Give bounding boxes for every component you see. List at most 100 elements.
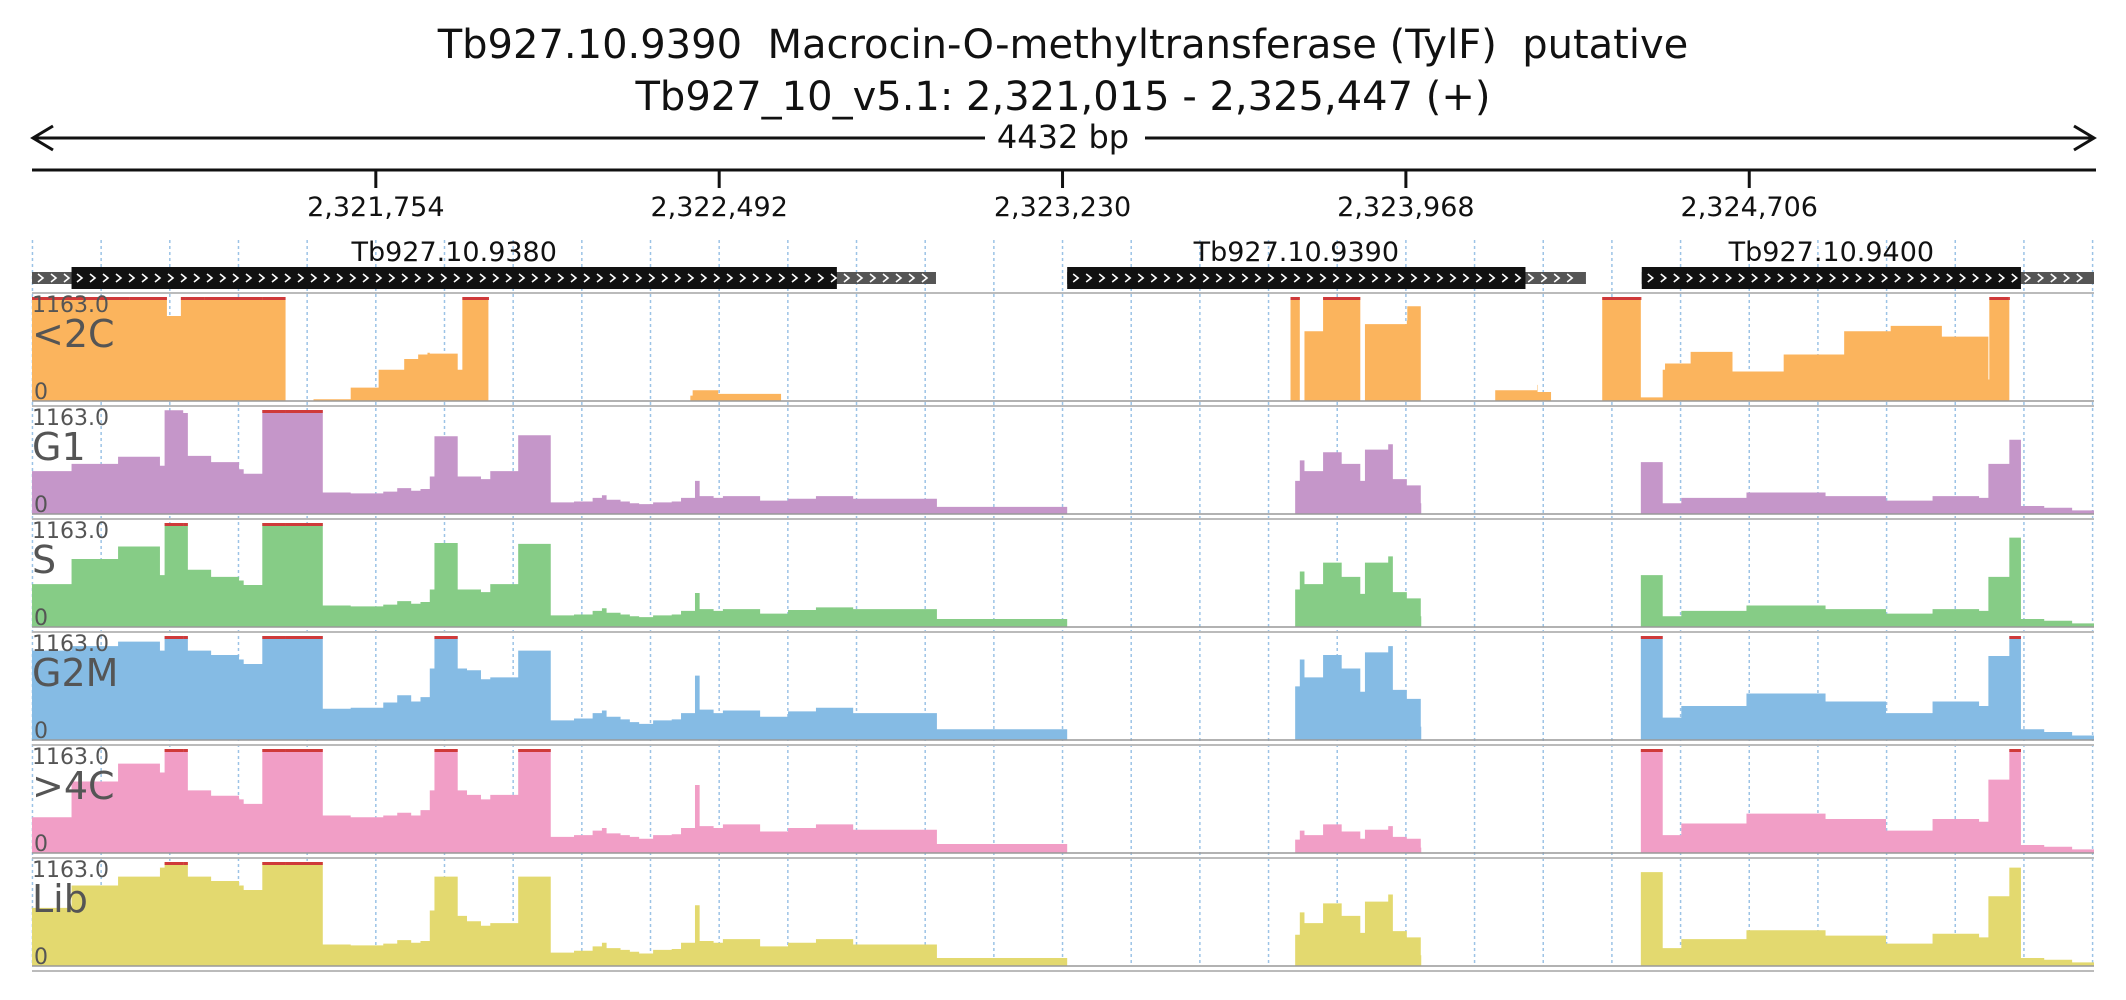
strand-arrow (570, 273, 578, 283)
clip-marker (2009, 636, 2021, 639)
clip-marker (1640, 297, 1642, 300)
tick-label: 2,323,968 (1337, 192, 1474, 223)
strand-arrow (1150, 273, 1158, 283)
strand-arrow (1829, 273, 1837, 283)
tick-label: 2,323,230 (994, 192, 1131, 223)
strand-arrow (1842, 273, 1850, 283)
strand-arrow (882, 273, 890, 283)
strand-arrow (219, 273, 227, 283)
clip-marker (1323, 297, 1351, 300)
strand-arrow (2011, 273, 2019, 283)
clip-marker (1640, 636, 1663, 639)
clip-marker (32, 297, 84, 300)
strand-arrow (518, 273, 526, 283)
clip-marker (285, 862, 323, 865)
track-name-label: <2C (32, 312, 115, 356)
clip-marker (1297, 297, 1300, 300)
strand-arrow (1124, 273, 1132, 283)
strand-arrow (1345, 273, 1353, 283)
clip-marker (185, 297, 205, 300)
gene-track: Tb927.10.9380 Tb927.10.9390 Tb927.10.9400 (32, 237, 2094, 289)
strand-arrow (804, 273, 812, 283)
coverage-area (32, 636, 2094, 740)
track-ymin-label: 0 (34, 945, 48, 970)
strand-arrow (1998, 273, 2006, 283)
gene-label: Tb927.10.9400 (1728, 237, 1934, 268)
strand-arrow (1881, 273, 1889, 283)
strand-arrow (921, 273, 929, 283)
strand-arrow (1228, 273, 1236, 283)
strand-arrow (1764, 273, 1772, 283)
strand-arrow (271, 273, 279, 283)
strand-arrow (622, 273, 630, 283)
strand-arrow (505, 273, 513, 283)
clip-marker (285, 410, 323, 413)
clip-marker (262, 410, 286, 413)
track-ymax-label: 1163.0 (32, 406, 109, 431)
clip-marker (183, 636, 188, 639)
track-ymin-label: 0 (34, 606, 48, 631)
tick-label: 2,324,706 (1681, 192, 1818, 223)
strand-arrow (1751, 273, 1759, 283)
strand-arrow (778, 273, 786, 283)
strand-arrow (141, 273, 149, 283)
strand-arrow (1855, 273, 1863, 283)
clip-marker (285, 749, 323, 752)
strand-arrow (830, 273, 838, 283)
track-ymax-label: 1163.0 (32, 745, 109, 770)
clip-marker (1602, 297, 1641, 300)
gene-cds (71, 267, 837, 289)
strand-arrow (2050, 273, 2058, 283)
clip-marker (164, 862, 184, 865)
clip-marker (462, 297, 488, 300)
gene-cds (1641, 267, 2021, 289)
strand-arrow (401, 273, 409, 283)
strand-arrow (63, 273, 71, 283)
clip-marker (1350, 297, 1361, 300)
clip-marker (434, 636, 458, 639)
coverage-area (32, 862, 2094, 966)
strand-arrow (1449, 273, 1457, 283)
strand-arrow (843, 273, 851, 283)
span-arrow-left-head (30, 124, 54, 152)
strand-arrow (115, 273, 123, 283)
clip-marker (1290, 297, 1298, 300)
track-name-label: G2M (32, 651, 118, 695)
gridlines (31, 240, 2094, 964)
strand-arrow (284, 273, 292, 283)
strand-arrow (1725, 273, 1733, 283)
scale-ticks: 2,321,754 2,322,492 2,323,230 2,323,968 2,32… (307, 170, 1818, 223)
clip-marker (285, 636, 323, 639)
strand-arrow (453, 273, 461, 283)
strand-arrow (765, 273, 773, 283)
strand-arrow (89, 273, 97, 283)
strand-arrow (206, 273, 214, 283)
gene-label: Tb927.10.9380 (351, 237, 557, 268)
strand-arrow (1946, 273, 1954, 283)
strand-arrow (895, 273, 903, 283)
strand-arrow (2063, 273, 2071, 283)
track-name-label: S (32, 538, 56, 582)
strand-arrow (349, 273, 357, 283)
strand-arrow (726, 273, 734, 283)
strand-arrow (1790, 273, 1798, 283)
track-name-label: >4C (32, 764, 115, 808)
track-ymin-label: 0 (34, 719, 48, 744)
strand-arrow (739, 273, 747, 283)
track-ymin-label: 0 (34, 832, 48, 857)
strand-arrow (1566, 273, 1574, 283)
strand-arrow (1868, 273, 1876, 283)
strand-arrow (1933, 273, 1941, 283)
strand-arrow (245, 273, 253, 283)
strand-arrow (297, 273, 305, 283)
clip-marker (164, 636, 184, 639)
strand-arrow (648, 273, 656, 283)
strand-arrow (674, 273, 682, 283)
strand-arrow (128, 273, 136, 283)
strand-arrow (427, 273, 435, 283)
strand-arrow (1293, 273, 1301, 283)
clip-marker (487, 297, 489, 300)
strand-arrow (1358, 273, 1366, 283)
strand-arrow (531, 273, 539, 283)
strand-arrow (1699, 273, 1707, 283)
